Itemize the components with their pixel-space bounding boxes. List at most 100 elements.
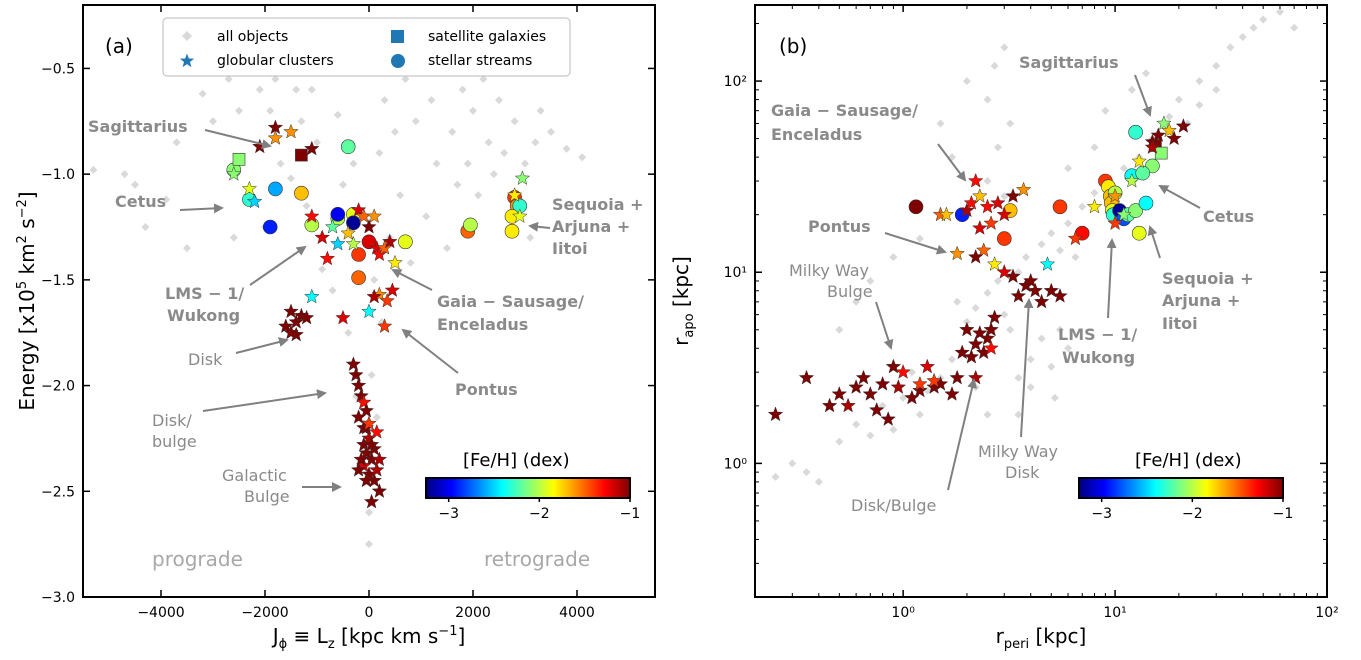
stream-point: [463, 217, 478, 233]
cluster-point: [975, 242, 992, 258]
arrow-mw-bulge: [875, 301, 894, 350]
background-point: [1000, 310, 1009, 319]
cluster-point: [283, 303, 299, 319]
cluster-point: [283, 324, 299, 340]
background-point: [536, 106, 545, 115]
legend: all objects globular clusters satellite …: [162, 17, 571, 77]
background-point: [1142, 69, 1150, 78]
background-point: [1165, 112, 1174, 121]
cluster-point: [971, 324, 988, 340]
background-point: [448, 127, 457, 136]
background-point: [852, 297, 861, 306]
cluster-point: [371, 451, 388, 467]
background-point: [463, 159, 472, 168]
background-point: [993, 143, 1002, 152]
cluster-point: [767, 406, 784, 422]
colorbar-tick-label: −1: [1273, 506, 1294, 522]
cluster-point: [874, 375, 891, 391]
cluster-point: [267, 129, 284, 145]
background-point: [162, 195, 171, 204]
data-marks: [767, 115, 1192, 426]
cluster-point: [241, 180, 258, 196]
background-point: [406, 258, 415, 267]
arrow-gse-b: [937, 143, 967, 182]
cluster-point: [345, 235, 362, 251]
axes-b: 10⁰ 10¹ 10² 10⁰ 10¹ 10²: [724, 5, 1339, 621]
background-point: [484, 138, 493, 147]
background-point: [953, 297, 962, 306]
annotation-lms1-line2: Wukong: [167, 306, 240, 325]
cluster-point: [986, 256, 1003, 271]
background-point: [866, 431, 875, 440]
background-point: [120, 170, 129, 179]
y-axis-label-b: rapo [kpc]: [669, 256, 697, 346]
cluster-point: [350, 409, 367, 424]
stream-point: [908, 199, 924, 215]
background-point: [427, 96, 436, 105]
arrow-disk-bulge-b: [947, 378, 978, 491]
colorbar-tick-label: −3: [438, 506, 459, 522]
cluster-point: [381, 233, 398, 249]
arrow-gse: [391, 269, 433, 291]
cluster-point: [983, 340, 999, 355]
cluster-point: [848, 379, 864, 394]
background-point: [889, 253, 898, 262]
cluster-point: [358, 402, 375, 418]
background-point: [771, 472, 780, 481]
arrow-pontus-b: [884, 232, 947, 255]
x-axis-label-b: rperi [kpc]: [996, 624, 1087, 652]
stream-point: [346, 215, 361, 231]
background-point: [307, 85, 316, 94]
background-point: [401, 75, 410, 83]
background-point: [1014, 410, 1023, 419]
x-tick-label: 2000: [455, 605, 491, 621]
legend-label-stellar-streams: stellar streams: [428, 53, 532, 69]
background-point: [1212, 61, 1221, 70]
satellite-point: [295, 148, 308, 162]
background-point: [396, 191, 405, 200]
legend-box: [162, 17, 571, 77]
background-point: [866, 277, 875, 285]
colorbar-tick-label: −2: [529, 506, 550, 522]
annotation-gse-b-line2: Enceladus: [771, 125, 862, 144]
background-point: [276, 159, 285, 168]
annotation-sequoia-line1: Sequoia +: [552, 195, 643, 214]
background-point: [318, 265, 327, 274]
background-point: [370, 275, 379, 284]
annotations: Sagittarius Gaia − Sausage/ Enceladus Po…: [771, 53, 1254, 515]
stream-point: [1135, 165, 1150, 181]
cluster-point: [880, 411, 897, 426]
background-point: [1000, 43, 1009, 52]
cluster-point: [979, 198, 996, 214]
cluster-point: [1107, 187, 1123, 203]
background-point: [915, 234, 924, 243]
background-point: [380, 96, 389, 105]
annotation-cetus-b: Cetus: [1203, 207, 1254, 226]
direction-label-prograde: prograde: [152, 547, 243, 571]
cluster-point: [967, 369, 984, 385]
background-point: [578, 153, 587, 162]
cluster-point: [376, 239, 393, 255]
background-point: [526, 233, 535, 242]
background-point: [271, 75, 280, 83]
cluster-point: [366, 208, 383, 224]
background-point: [141, 223, 150, 231]
arrow-lms1-b: [1106, 238, 1117, 319]
annotation-gse-line1: Gaia − Sausage/: [437, 292, 584, 311]
cluster-point: [366, 288, 383, 304]
cluster-point: [350, 377, 367, 393]
background-point: [1174, 95, 1183, 104]
background-point: [983, 95, 992, 104]
cluster-point: [926, 372, 942, 388]
cluster-point: [986, 309, 1003, 325]
background-point: [1064, 219, 1073, 228]
cluster-point: [855, 369, 872, 385]
background-point: [224, 75, 233, 83]
background-point: [235, 106, 243, 115]
background-point: [1047, 229, 1056, 238]
cluster-point: [1150, 127, 1167, 143]
annotation-disk-bulge-b: Disk/Bulge: [851, 496, 936, 515]
satellite-point: [1154, 146, 1168, 160]
x-tick-label: 4000: [559, 605, 595, 621]
cluster-point: [350, 201, 367, 217]
